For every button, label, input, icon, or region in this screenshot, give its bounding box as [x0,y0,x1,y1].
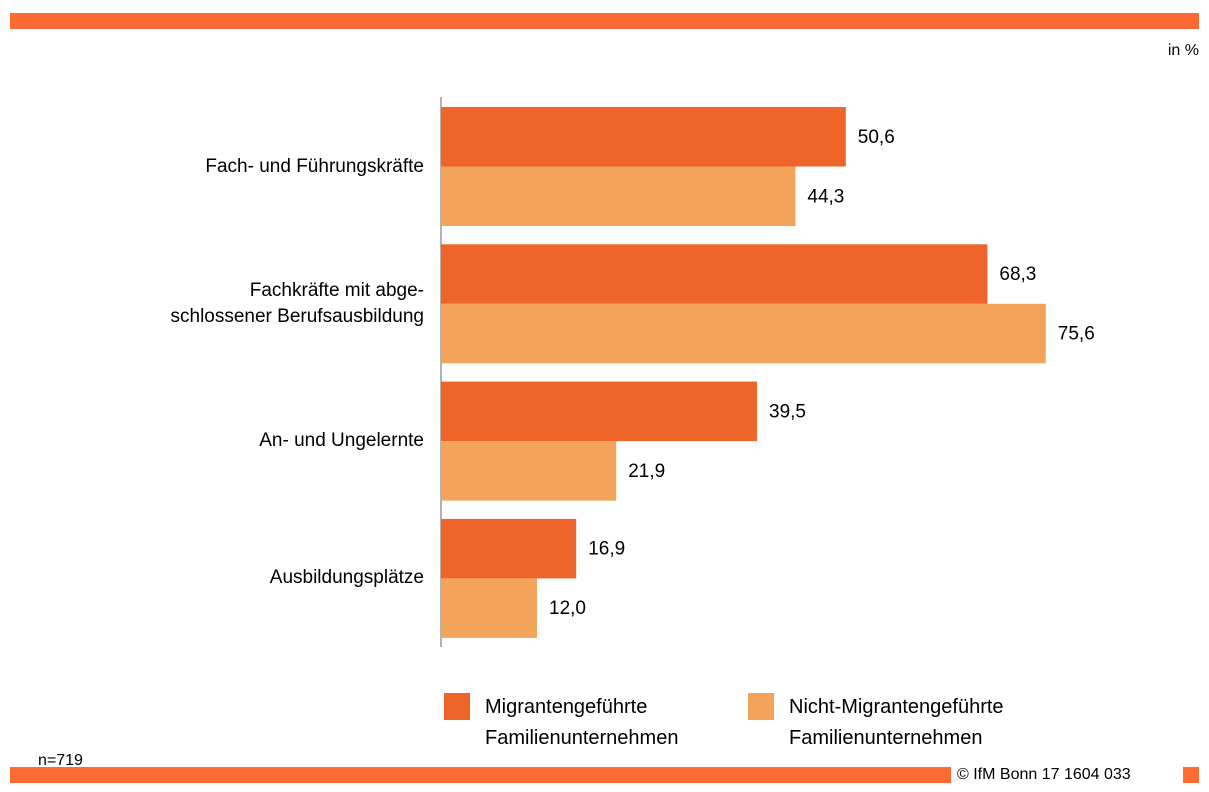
value-label: 21,9 [628,461,665,482]
legend-swatch [748,693,774,720]
sample-note: n=719 [38,752,83,769]
value-label: 39,5 [769,401,806,422]
value-label: 75,6 [1058,324,1095,345]
bar [441,381,757,442]
bar [441,244,988,304]
unit-label: in % [1167,42,1199,59]
category-label: Fach- und Führungskräfte [205,155,424,177]
bar [441,578,537,638]
bottom-band [10,767,951,783]
category-label: Fachkräfte mit abge- schlossener Berufsa… [170,279,425,327]
top-band [10,13,1199,29]
legend-swatch [444,693,470,720]
bar [441,107,846,167]
value-label: 16,9 [588,539,625,560]
value-label: 68,3 [999,264,1036,285]
category-label: Ausbildungsplätze [269,567,424,589]
source: © IfM Bonn 17 1604 033 [957,766,1131,783]
bar [441,303,1046,364]
bar [441,518,577,579]
value-label: 12,0 [549,598,586,619]
bottom-band-end [1183,767,1199,783]
category-label: An- und Ungelernte [259,430,424,452]
legend-label: Migrantengeführte Familienunternehmen [485,696,679,749]
value-label: 44,3 [807,186,844,207]
legend-label: Nicht-Migrantengeführte Familienunterneh… [789,696,1004,749]
value-label: 50,6 [858,127,895,148]
bar [441,441,617,501]
bar [441,166,796,226]
